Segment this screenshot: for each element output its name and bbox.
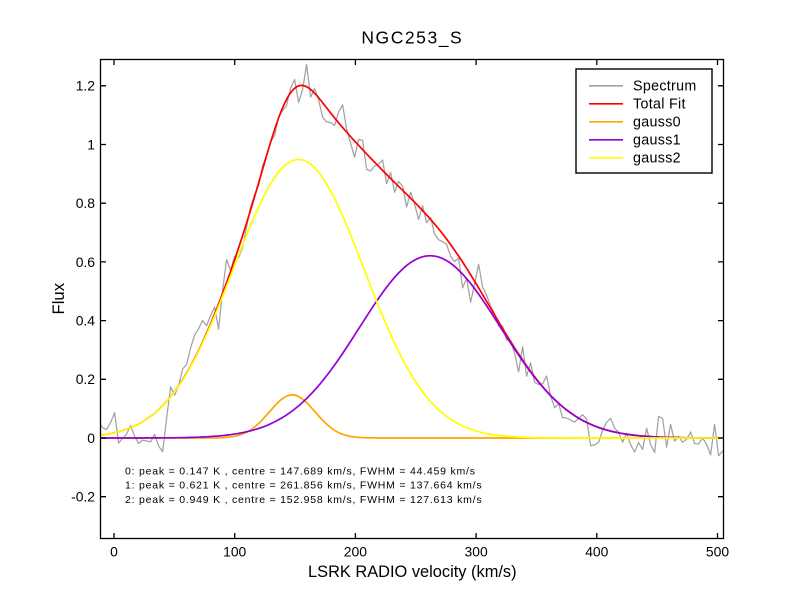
svg-text:Flux: Flux bbox=[49, 282, 68, 314]
svg-text:200: 200 bbox=[344, 544, 367, 560]
svg-text:0.4: 0.4 bbox=[76, 313, 96, 329]
svg-text:0.6: 0.6 bbox=[76, 254, 96, 270]
svg-text:gauss1: gauss1 bbox=[633, 133, 681, 149]
svg-text:NGC253_S: NGC253_S bbox=[361, 27, 463, 48]
svg-text:0: peak = 0.147 K , centre = 1: 0: peak = 0.147 K , centre = 147.689 km/… bbox=[125, 465, 476, 477]
svg-text:100: 100 bbox=[223, 544, 246, 560]
svg-text:LSRK RADIO velocity (km/s): LSRK RADIO velocity (km/s) bbox=[308, 563, 517, 581]
svg-text:gauss0: gauss0 bbox=[633, 115, 681, 131]
svg-text:0.2: 0.2 bbox=[76, 371, 96, 387]
svg-text:0: 0 bbox=[110, 544, 118, 560]
svg-text:0: 0 bbox=[87, 430, 95, 446]
svg-text:1: peak = 0.621 K , centre = 2: 1: peak = 0.621 K , centre = 261.856 km/… bbox=[125, 480, 482, 492]
svg-text:2: peak = 0.949 K , centre = 1: 2: peak = 0.949 K , centre = 152.958 km/… bbox=[125, 494, 482, 506]
svg-text:0.8: 0.8 bbox=[76, 195, 96, 211]
svg-text:400: 400 bbox=[585, 544, 608, 560]
svg-text:Total Fit: Total Fit bbox=[633, 97, 686, 113]
svg-text:1: 1 bbox=[87, 136, 95, 152]
svg-text:gauss2: gauss2 bbox=[633, 151, 681, 167]
svg-text:300: 300 bbox=[465, 544, 488, 560]
svg-text:Spectrum: Spectrum bbox=[633, 79, 697, 95]
svg-text:-0.2: -0.2 bbox=[71, 489, 95, 505]
svg-text:1.2: 1.2 bbox=[76, 78, 96, 94]
svg-text:500: 500 bbox=[706, 544, 729, 560]
